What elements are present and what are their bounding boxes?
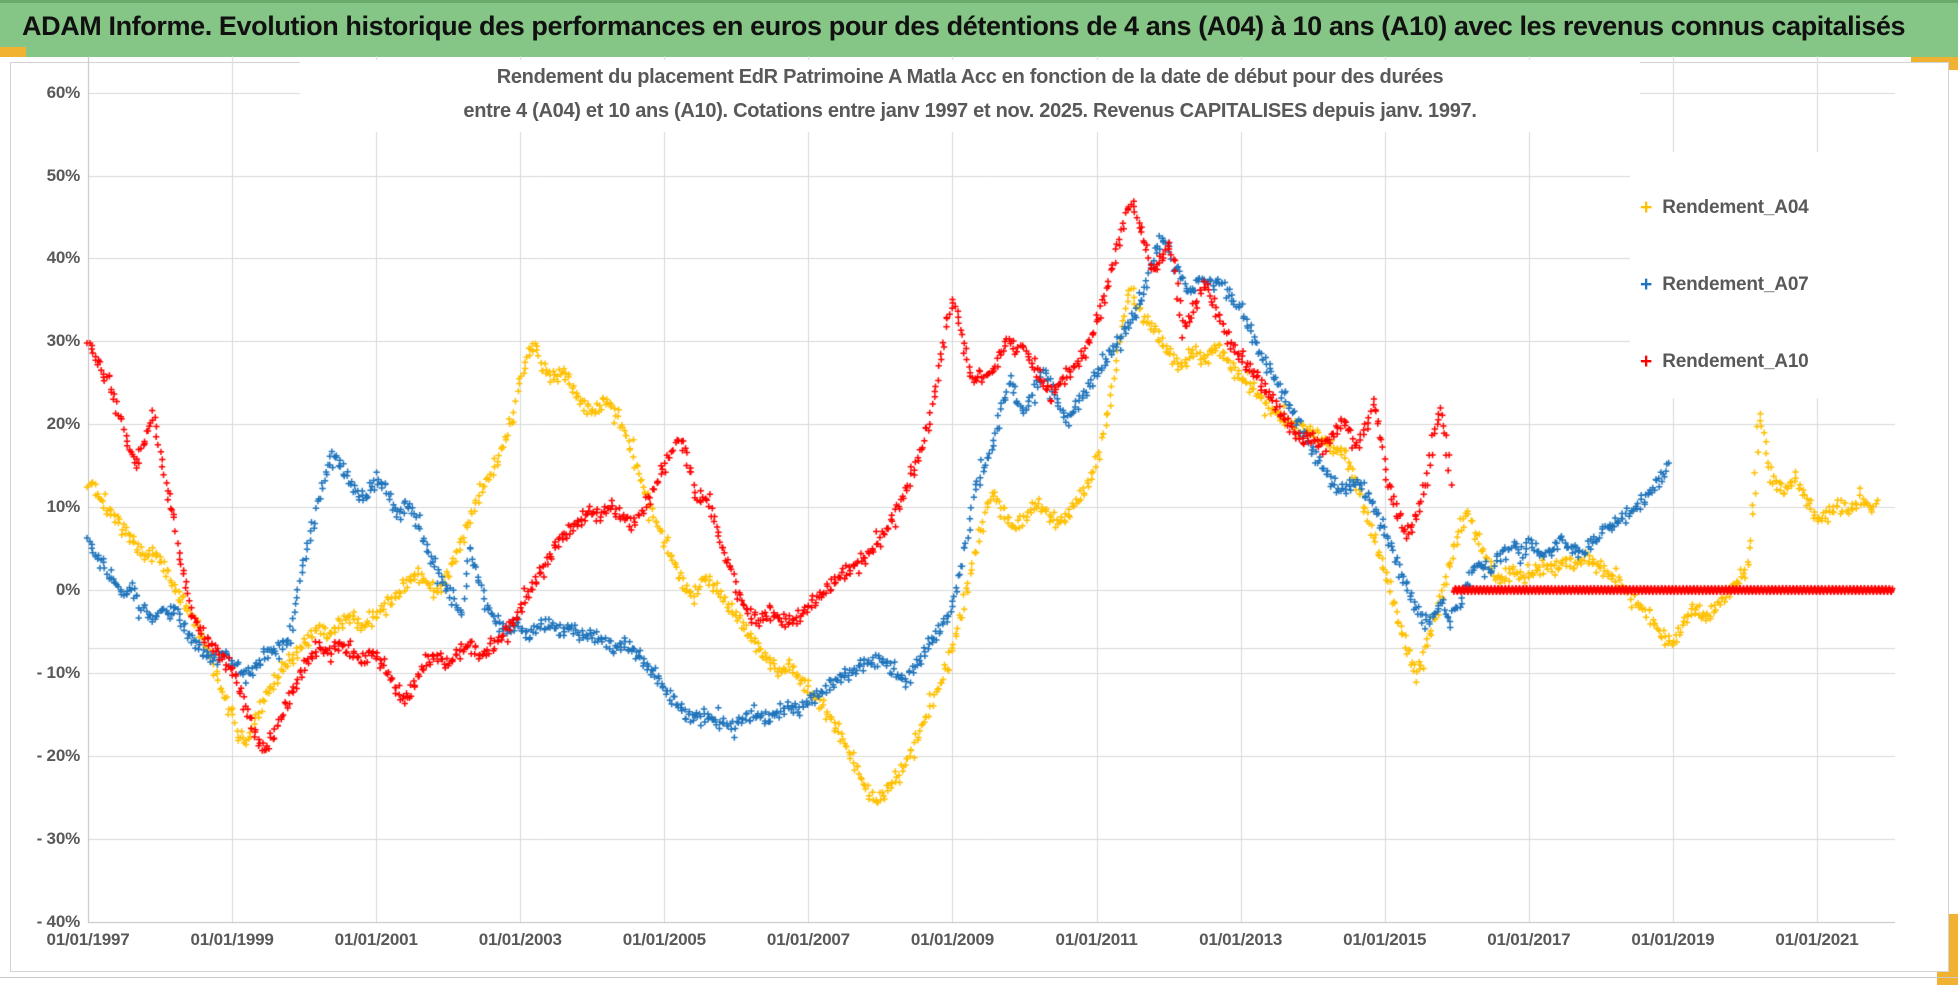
legend-plus-marker-icon: + — [1640, 196, 1653, 219]
legend-item-rendement_a04[interactable]: + Rendement_A04 — [1640, 196, 1809, 224]
legend-label: Rendement_A04 — [1662, 197, 1809, 218]
legend-label: Rendement_A10 — [1662, 351, 1809, 372]
x-tick-label: 01/01/1997 — [46, 930, 130, 949]
chart-title: Rendement du placement EdR Patrimoine A … — [300, 60, 1640, 132]
y-tick-label: - 40% — [36, 911, 81, 931]
x-tick-label: 01/01/2007 — [766, 930, 850, 949]
y-tick-label: 40% — [46, 248, 81, 268]
x-tick-label: 01/01/2001 — [334, 930, 418, 949]
x-tick-label: 01/01/2003 — [478, 930, 562, 949]
x-tick-label: 01/01/2021 — [1775, 930, 1859, 949]
x-tick-label: 01/01/2015 — [1343, 930, 1427, 949]
y-tick-label: 60% — [46, 82, 81, 102]
legend-item-rendement_a07[interactable]: + Rendement_A07 — [1640, 273, 1809, 301]
x-tick-label: 01/01/2019 — [1631, 930, 1715, 949]
x-tick-label: 01/01/2017 — [1487, 930, 1571, 949]
chart-legend: + Rendement_A04 + Rendement_A07 + Rendement_A… — [1630, 152, 1898, 398]
legend-plus-marker-icon: + — [1640, 350, 1653, 373]
y-tick-label: - 10% — [36, 662, 81, 682]
legend-label: Rendement_A07 — [1662, 274, 1809, 295]
y-tick-label: - 20% — [36, 745, 81, 765]
chart-title-line2: entre 4 (A04) et 10 ans (A10). Cotations… — [463, 100, 1477, 122]
x-tick-label: 01/01/2009 — [910, 930, 995, 949]
x-tick-label: 01/01/2011 — [1055, 930, 1138, 949]
x-tick-label: 01/01/1999 — [190, 930, 274, 949]
chart-title-line1: Rendement du placement EdR Patrimoine A … — [496, 66, 1444, 88]
y-tick-label: 0% — [55, 580, 80, 599]
x-tick-label: 01/01/2013 — [1199, 930, 1283, 949]
y-tick-label: 50% — [46, 165, 81, 185]
y-tick-label: - 30% — [36, 828, 81, 848]
legend-plus-marker-icon: + — [1640, 273, 1653, 296]
x-tick-label: 01/01/2005 — [622, 930, 706, 949]
y-tick-label: 20% — [46, 414, 81, 434]
y-tick-label: 30% — [46, 331, 81, 351]
legend-item-rendement_a10[interactable]: + Rendement_A10 — [1640, 350, 1809, 378]
y-tick-label: 10% — [46, 497, 81, 517]
